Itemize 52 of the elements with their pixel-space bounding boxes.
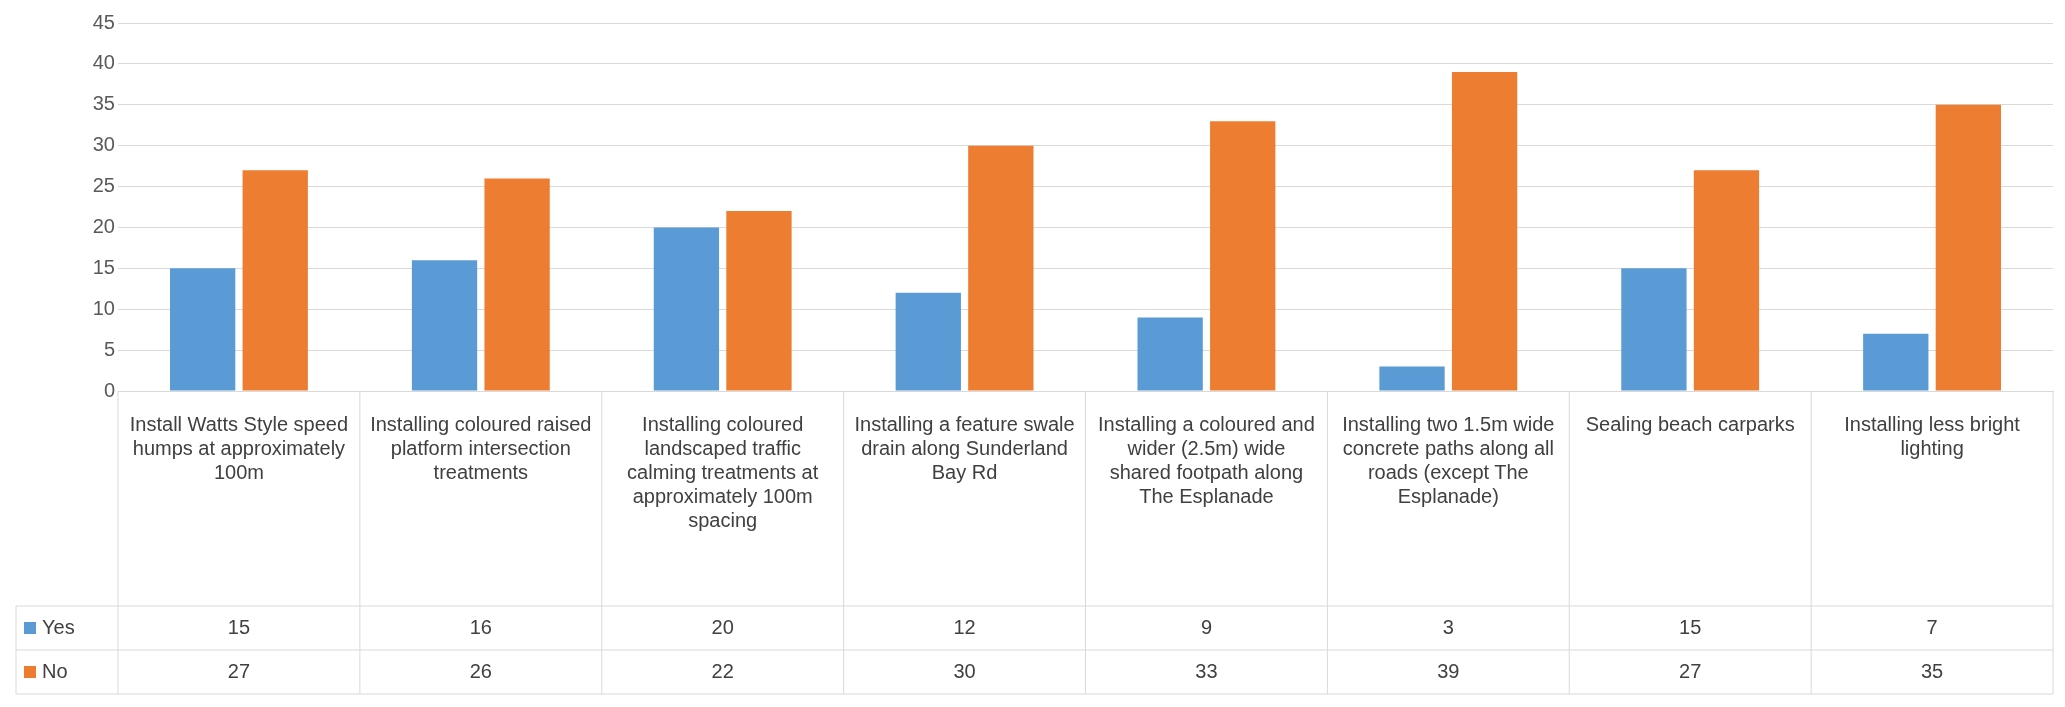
- data-label: 26: [469, 659, 492, 682]
- data-label: 16: [469, 615, 492, 638]
- y-tick-label: 40: [92, 51, 115, 74]
- y-tick-label: 0: [103, 378, 115, 401]
- data-label: 15: [1679, 615, 1702, 638]
- data-label: 27: [1679, 659, 1702, 682]
- bar: [1451, 72, 1518, 391]
- bar: [968, 145, 1034, 391]
- bar: [1693, 170, 1760, 391]
- legend-label: No: [42, 659, 68, 682]
- y-tick-label: 5: [103, 337, 115, 360]
- bar: [726, 211, 792, 391]
- bar: [242, 170, 308, 391]
- x-tick-label: Installing two 1.5m wide concrete paths along all roads (except The Esplanade): [1342, 412, 1555, 507]
- y-tick-label: 35: [92, 92, 115, 115]
- bar: [1935, 104, 2001, 391]
- data-label: 9: [1200, 615, 1212, 638]
- bar: [1863, 333, 1929, 391]
- data-label: 35: [1920, 659, 1944, 682]
- y-tick-label: 10: [92, 296, 115, 319]
- y-tick-label: 45: [92, 10, 115, 33]
- data-label: 15: [227, 615, 251, 638]
- x-tick-label: Install Watts Style speed humps at approximately 100m: [129, 412, 349, 483]
- y-tick-label: 25: [92, 174, 115, 197]
- x-tick-label: Installing a feature swale drain along Sunderland Bay Rd: [854, 412, 1075, 483]
- bar: [895, 292, 961, 391]
- bar: [1210, 121, 1276, 391]
- data-label: 33: [1195, 659, 1218, 682]
- bar: [411, 260, 478, 391]
- bar: [1621, 268, 1687, 391]
- data-label: 20: [711, 615, 734, 638]
- bar: [1379, 366, 1445, 391]
- y-tick-label: 20: [92, 214, 115, 237]
- x-tick-label: Installing a coloured and wider (2.5m) wide shared footpath along The Esplanade: [1098, 412, 1315, 507]
- bar: [653, 227, 720, 391]
- y-tick-label: 30: [92, 133, 115, 156]
- data-label: 3: [1442, 615, 1454, 638]
- data-label: 22: [711, 659, 734, 682]
- bar: [170, 268, 236, 391]
- data-label: 12: [953, 615, 976, 638]
- data-label: 7: [1926, 615, 1938, 638]
- x-tick-label: Sealing beach carparks: [1585, 412, 1795, 435]
- x-tick-label: Installing less bright lighting: [1844, 412, 2021, 459]
- bar: [1137, 317, 1203, 391]
- y-tick-label: 15: [92, 255, 115, 278]
- bar: [484, 178, 550, 391]
- legend-label: Yes: [42, 615, 75, 638]
- x-tick-label: Installing coloured landscaped traffic calming treatments at approximately 100m spacing: [627, 412, 819, 531]
- data-label: 27: [227, 659, 251, 682]
- data-label: 39: [1437, 659, 1460, 682]
- data-label: 30: [953, 659, 976, 682]
- x-tick-label: Installing coloured raised platform intersection treatments: [370, 412, 592, 483]
